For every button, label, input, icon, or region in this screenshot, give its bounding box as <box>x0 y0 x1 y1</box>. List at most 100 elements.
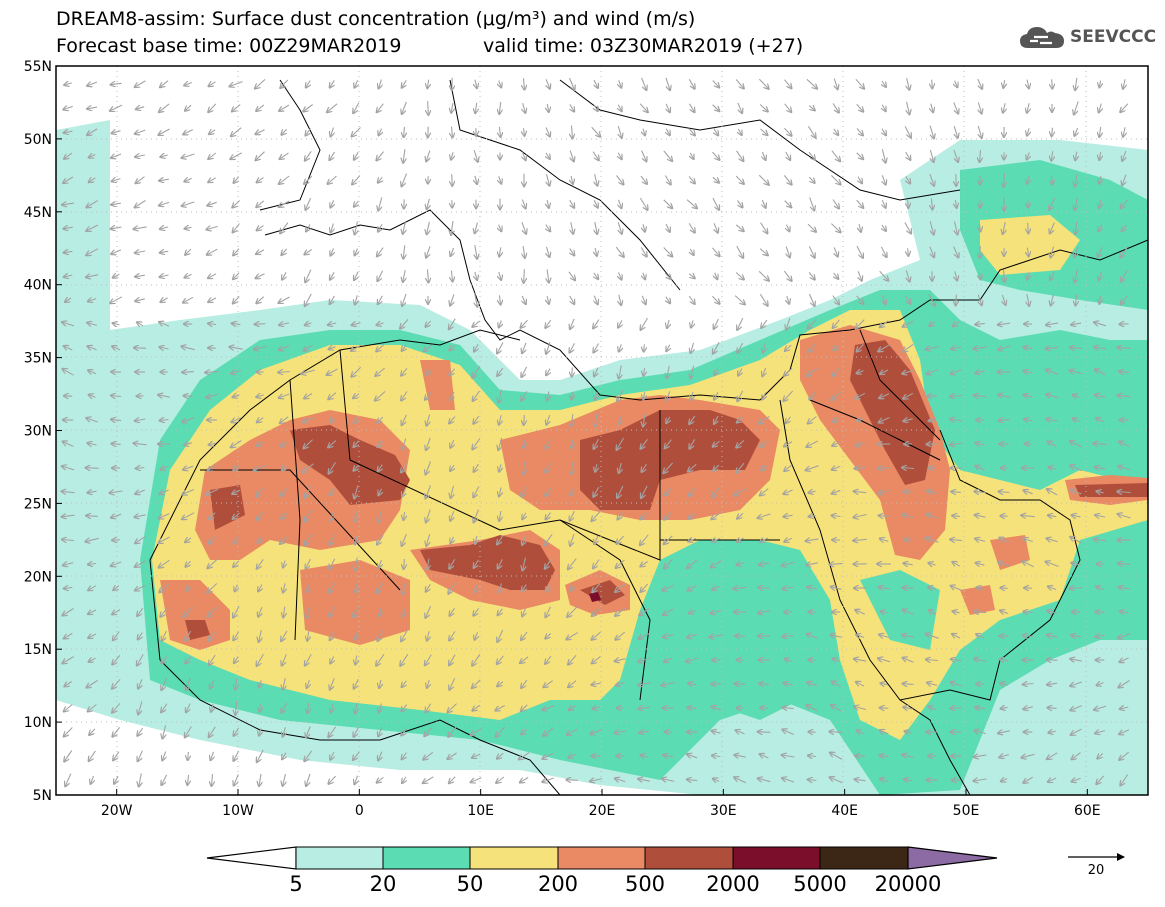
wind-vector <box>402 414 407 425</box>
wind-vector <box>183 296 194 302</box>
wind-vector <box>260 703 261 712</box>
wind-vector <box>1051 246 1054 258</box>
wind-vector <box>976 563 985 565</box>
wind-vector <box>547 295 549 304</box>
wind-vector <box>425 320 432 327</box>
wind-vector <box>1099 103 1102 113</box>
wind-vector <box>783 390 794 401</box>
wind-vector <box>426 485 432 499</box>
wind-vector <box>184 83 193 86</box>
wind-vector <box>712 176 719 182</box>
wind-vector <box>977 587 984 589</box>
wind-vector <box>715 272 718 280</box>
wind-vector <box>233 223 240 233</box>
wind-vector <box>953 102 958 113</box>
wind-vector <box>570 510 575 521</box>
colorbar-bin-3 <box>469 846 559 870</box>
wind-vector <box>183 129 194 135</box>
wind-vector <box>208 274 217 278</box>
wind-vector <box>473 607 480 615</box>
wind-vector <box>566 780 578 781</box>
wind-vector <box>424 344 433 352</box>
wind-vector <box>1094 347 1107 349</box>
wind-vector <box>354 416 358 424</box>
wind-vector <box>734 295 745 305</box>
wind-vector <box>687 584 697 590</box>
wind-vector <box>760 538 769 542</box>
wind-vector <box>256 151 265 161</box>
wind-vector <box>452 126 453 138</box>
wind-vector <box>714 128 718 136</box>
wind-vector <box>356 583 357 592</box>
wind-vector <box>546 512 551 520</box>
wind-vector <box>807 587 818 589</box>
wind-vector <box>571 414 573 426</box>
wind-vector <box>544 534 553 545</box>
wind-vector <box>545 319 552 328</box>
wind-vector <box>979 272 980 280</box>
wind-vector <box>783 175 791 184</box>
wind-vector <box>643 128 645 136</box>
wind-vector <box>475 175 477 184</box>
wind-vector <box>209 512 216 520</box>
wind-vector <box>256 273 265 279</box>
wind-vector <box>688 128 695 136</box>
wind-vector <box>303 417 314 422</box>
wind-vector <box>974 395 987 397</box>
wind-vector <box>281 128 288 135</box>
wind-vector <box>85 538 99 541</box>
wind-vector <box>330 295 335 304</box>
wind-vector <box>1004 173 1005 187</box>
wind-vector <box>1027 175 1030 184</box>
wind-vector <box>663 462 674 473</box>
wind-vector <box>403 269 405 282</box>
wind-vector <box>807 319 817 328</box>
lat-tick-label: 30N <box>24 424 52 440</box>
wind-vector <box>880 320 889 327</box>
grid-lines <box>56 66 1148 795</box>
wind-vector <box>617 390 624 401</box>
wind-vector <box>641 485 648 498</box>
wind-vector <box>158 395 171 397</box>
lon-tick-label: 30E <box>710 803 737 819</box>
wind-vector <box>902 515 914 518</box>
wind-vector <box>1075 77 1077 90</box>
wind-vector <box>427 558 429 570</box>
wind-vector <box>159 322 170 327</box>
wind-vector <box>1046 562 1059 567</box>
wind-vector <box>711 512 722 520</box>
wind-vector <box>879 417 890 423</box>
wind-vector <box>714 415 718 424</box>
wind-vector <box>182 489 195 495</box>
wind-vector <box>1023 539 1033 542</box>
wind-vector <box>856 152 864 159</box>
wind-vector <box>377 103 384 113</box>
wind-vector <box>857 419 864 420</box>
wind-vector <box>688 295 694 304</box>
lat-tick-label: 55N <box>24 59 52 75</box>
wind-vector <box>184 274 192 277</box>
wind-vector <box>930 221 934 234</box>
wind-vector <box>85 468 99 469</box>
wind-vector <box>1047 538 1058 541</box>
wind-vector <box>572 367 573 376</box>
wind-vector <box>760 488 769 496</box>
wind-vector <box>451 103 453 113</box>
wind-vector <box>640 561 649 567</box>
wind-vector <box>451 485 454 498</box>
wind-vector <box>522 512 525 520</box>
wind-vector <box>498 608 503 616</box>
wind-vector <box>426 150 430 162</box>
wind-vector <box>616 535 625 544</box>
wind-vector <box>135 419 146 421</box>
wind-vector <box>473 415 480 424</box>
wind-vector <box>354 151 358 160</box>
wind-vector <box>304 175 313 184</box>
wind-vector <box>330 416 334 423</box>
wind-vector <box>111 562 122 566</box>
wind-vector <box>571 439 572 449</box>
wind-vector <box>978 102 981 114</box>
wind-vector <box>975 443 985 445</box>
wind-vector <box>1070 441 1083 448</box>
